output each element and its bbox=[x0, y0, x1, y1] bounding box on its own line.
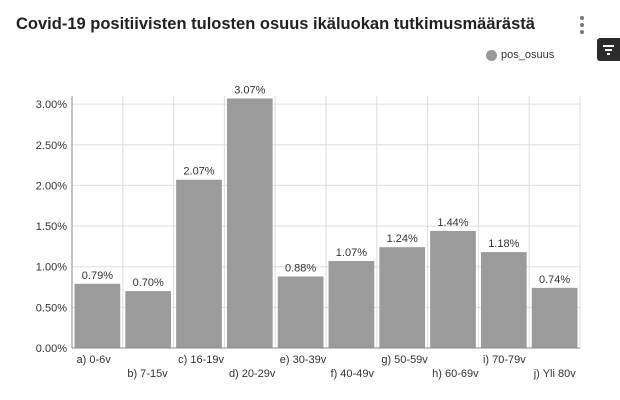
chart-legend[interactable]: pos_osuus bbox=[486, 49, 554, 61]
x-tick-label: i) 70-79v bbox=[483, 354, 526, 366]
data-labels: 0.79% 0.70% 2.07% 3.07% 0.88% 1.07% 1.24% 1.44%… bbox=[82, 84, 571, 289]
legend-label: pos_osuus bbox=[501, 49, 555, 61]
x-tick-label: j) Yli 80v bbox=[533, 368, 576, 380]
data-label: 0.79% bbox=[82, 270, 113, 282]
data-label: 2.07% bbox=[183, 166, 214, 178]
chart-title: Covid-19 positiivisten tulosten osuus ik… bbox=[16, 15, 535, 33]
x-tick-label: e) 30-39v bbox=[280, 354, 327, 366]
data-label: 1.07% bbox=[336, 247, 367, 259]
bar bbox=[226, 98, 273, 348]
x-tick-label: h) 60-69v bbox=[432, 368, 479, 380]
bar bbox=[430, 230, 476, 348]
x-tick-label: d) 20-29v bbox=[229, 368, 276, 380]
data-label: 0.88% bbox=[285, 262, 316, 274]
data-label: 1.24% bbox=[387, 233, 418, 245]
y-tick-label: 3.00% bbox=[36, 99, 67, 111]
x-tick-label: c) 16-19v bbox=[178, 354, 224, 366]
data-label: 0.74% bbox=[539, 274, 570, 286]
x-tick-label: a) 0-6v bbox=[77, 354, 112, 366]
bar bbox=[277, 276, 324, 348]
y-tick-label: 2.50% bbox=[36, 140, 67, 152]
x-tick-label: b) 7-15v bbox=[127, 368, 168, 380]
y-tick-label: 1.00% bbox=[36, 262, 67, 274]
data-label: 0.70% bbox=[133, 277, 164, 289]
data-label: 1.18% bbox=[488, 238, 519, 250]
bar bbox=[328, 261, 375, 348]
data-label: 3.07% bbox=[234, 84, 265, 96]
kebab-menu-icon[interactable] bbox=[576, 16, 588, 38]
axes: 0.00% 0.50% 1.00% 1.50% 2.00% 2.50% 3.00% a) 0-… bbox=[36, 96, 580, 380]
bar bbox=[125, 291, 172, 348]
y-tick-label: 0.00% bbox=[36, 343, 67, 355]
x-tick-label: f) 40-49v bbox=[331, 368, 375, 380]
y-tick-label: 0.50% bbox=[36, 302, 67, 314]
bar bbox=[176, 179, 222, 348]
data-label: 1.44% bbox=[437, 217, 468, 229]
y-tick-label: 2.00% bbox=[36, 180, 67, 192]
bar bbox=[379, 247, 426, 348]
bars bbox=[74, 98, 578, 348]
bar bbox=[74, 283, 121, 348]
bar bbox=[480, 252, 527, 348]
legend-swatch bbox=[486, 49, 497, 61]
x-tick-label: g) 50-59v bbox=[381, 354, 428, 366]
bar bbox=[531, 287, 578, 348]
filter-icon[interactable] bbox=[597, 38, 620, 61]
y-tick-label: 1.50% bbox=[36, 221, 67, 233]
